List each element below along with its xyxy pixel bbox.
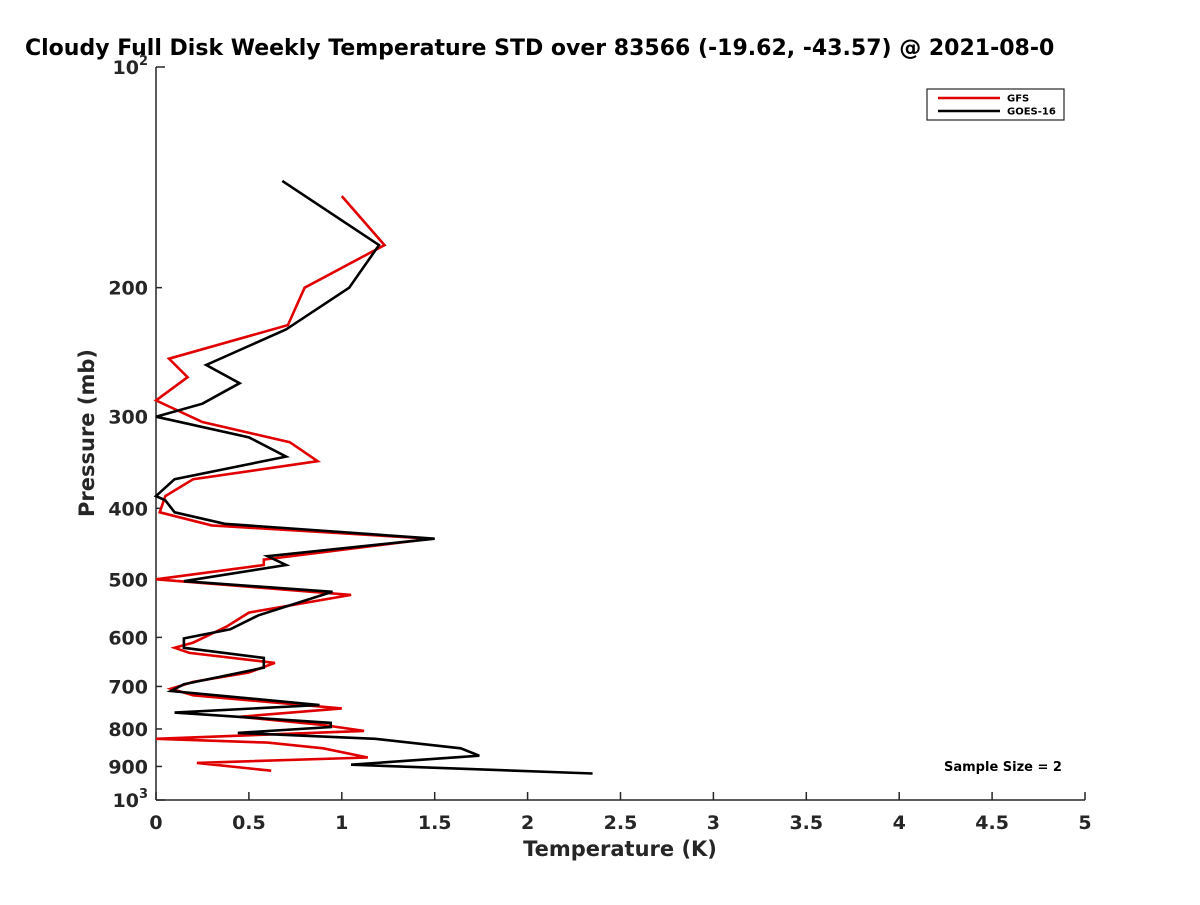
x-axis-label: Temperature (K) bbox=[523, 837, 717, 861]
x-tick-label: 4 bbox=[893, 812, 906, 834]
x-tick-label: 5 bbox=[1078, 812, 1091, 834]
chart-title: Cloudy Full Disk Weekly Temperature STD … bbox=[25, 36, 1054, 61]
axes: 0 0.5 1 1.5 2 2.5 3 3.5 4 4.5 5 102 200 300 400 500 600 7… bbox=[108, 54, 1091, 834]
y-tick-label: 500 bbox=[108, 569, 148, 591]
series-line-goes-16 bbox=[153, 179, 593, 775]
x-tick-label: 3.5 bbox=[789, 812, 823, 834]
y-axis-label: Pressure (mb) bbox=[75, 349, 99, 517]
x-tick-label: 3 bbox=[707, 812, 720, 834]
y-tick-label: 300 bbox=[108, 407, 148, 429]
x-tick-label: 1.5 bbox=[418, 812, 452, 834]
y-tick-label: 600 bbox=[108, 627, 148, 649]
y-tick-label: 400 bbox=[108, 498, 148, 520]
legend-box bbox=[926, 88, 1065, 121]
legend-label: GOES-16 bbox=[1007, 107, 1056, 118]
legend-label: GFS bbox=[1007, 94, 1029, 105]
sample-size-annotation: Sample Size = 2 bbox=[944, 760, 1062, 775]
plot-lines bbox=[153, 179, 593, 775]
y-tick-label: 700 bbox=[108, 676, 148, 698]
x-tick-label: 1 bbox=[335, 812, 348, 834]
y-tick-label: 102 bbox=[113, 54, 149, 79]
x-tick-label: 2 bbox=[521, 812, 534, 834]
y-tick-label: 103 bbox=[113, 787, 149, 812]
x-tick-label: 4.5 bbox=[975, 812, 1009, 834]
legend: GFS GOES-16 bbox=[926, 88, 1065, 121]
x-tick-label: 0 bbox=[149, 812, 162, 834]
series-line-gfs bbox=[153, 195, 432, 772]
x-tick-label: 2.5 bbox=[604, 812, 638, 834]
y-tick-label: 900 bbox=[108, 756, 148, 778]
y-tick-label: 200 bbox=[108, 278, 148, 300]
x-tick-label: 0.5 bbox=[232, 812, 266, 834]
y-tick-label: 800 bbox=[108, 719, 148, 741]
